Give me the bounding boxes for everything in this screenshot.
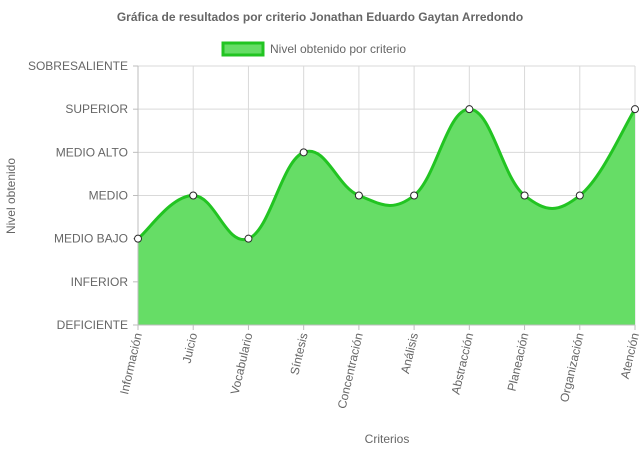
y-tick-label: DEFICIENTE [57, 318, 128, 332]
data-point-7[interactable] [520, 191, 529, 200]
data-point-4[interactable] [354, 191, 363, 200]
x-tick-label: Vocabulario [228, 331, 256, 396]
data-point-2[interactable] [244, 234, 253, 243]
x-tick-label: Planeación [504, 332, 531, 393]
chart-title: Gráfica de resultados por criterio Jonat… [117, 10, 523, 24]
y-tick-label: INFERIOR [71, 275, 129, 289]
series-line [137, 107, 637, 242]
y-axis-ticks: DEFICIENTE INFERIOR MEDIO BAJO MEDIO MEDIO A… [28, 59, 128, 332]
data-point-6[interactable] [465, 105, 474, 114]
data-point-8[interactable] [575, 191, 584, 200]
data-points [134, 105, 639, 243]
x-tick-label: Atención [618, 332, 639, 381]
plot-area [137, 107, 637, 326]
legend-label: Nivel obtenido por criterio [270, 42, 406, 56]
axes [133, 65, 636, 330]
series-area-fill [138, 109, 635, 326]
x-axis-title: Criterios [365, 432, 410, 446]
x-tick-label: Organización [557, 332, 587, 404]
y-tick-label: SUPERIOR [65, 102, 128, 116]
x-tick-label: Análisis [398, 332, 421, 375]
x-tick-label: Concentración [335, 332, 366, 411]
legend-swatch [221, 41, 265, 57]
y-tick-label: SOBRESALIENTE [28, 59, 128, 73]
data-point-0[interactable] [134, 234, 142, 243]
x-tick-label: Abstracción [449, 332, 477, 396]
y-tick-label: MEDIO BAJO [54, 232, 128, 246]
x-tick-label: Juicio [180, 331, 201, 364]
y-axis-title: Nivel obtenido [4, 158, 18, 234]
x-tick-label: Información [117, 332, 145, 396]
y-tick-label: MEDIO [89, 189, 128, 203]
x-tick-label: Síntesis [287, 332, 310, 377]
y-tick-label: MEDIO ALTO [56, 145, 128, 159]
data-point-9[interactable] [631, 105, 639, 114]
data-point-5[interactable] [410, 191, 419, 200]
x-axis-ticks: Información Juicio Vocabulario Síntesis Conc… [117, 331, 639, 410]
data-point-1[interactable] [189, 191, 198, 200]
legend[interactable]: Nivel obtenido por criterio [221, 41, 406, 57]
data-point-3[interactable] [299, 148, 308, 157]
